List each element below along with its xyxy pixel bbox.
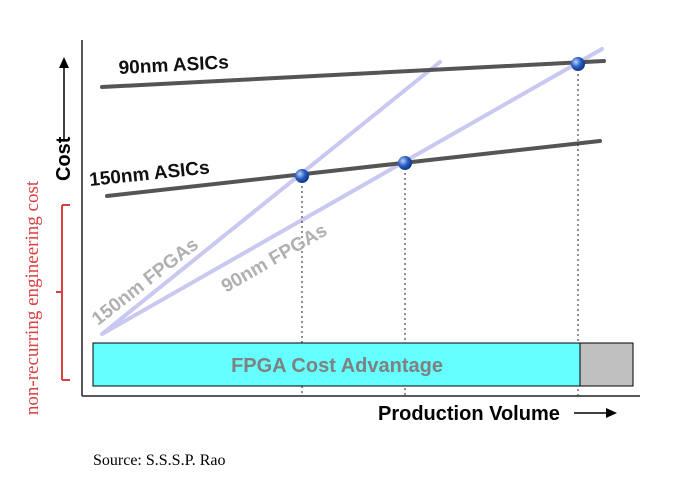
fpga-cost-advantage-label: FPGA Cost Advantage	[231, 355, 443, 377]
crossover-drop-lines	[301, 64, 579, 396]
x-axis-label: Production Volume	[378, 403, 560, 425]
asic-region-bar	[579, 342, 634, 387]
y-axis-label: Cost	[53, 136, 75, 181]
crossover-point-150nm	[295, 169, 309, 183]
cost-arrow-icon	[59, 57, 69, 140]
fpga-cost-advantage-bar	[92, 342, 581, 387]
source-caption: Source: S.S.S.P. Rao	[93, 452, 225, 469]
nre-label: non-recurring engineering cost	[22, 180, 43, 415]
production-volume-arrow-icon	[574, 408, 617, 418]
asic-90nm-label: 90nm ASICs	[118, 52, 229, 79]
nre-bracket	[56, 204, 70, 381]
asic-90nm-line	[100, 59, 606, 89]
crossover-point-90nm	[571, 57, 585, 71]
asic-150nm-line	[105, 139, 602, 198]
fpga-150nm-line	[100, 60, 442, 336]
fpga-150nm-label: 150nm FPGAs	[88, 234, 202, 330]
crossover-point-mixed	[398, 156, 412, 170]
fpga-90nm-line	[100, 47, 604, 336]
